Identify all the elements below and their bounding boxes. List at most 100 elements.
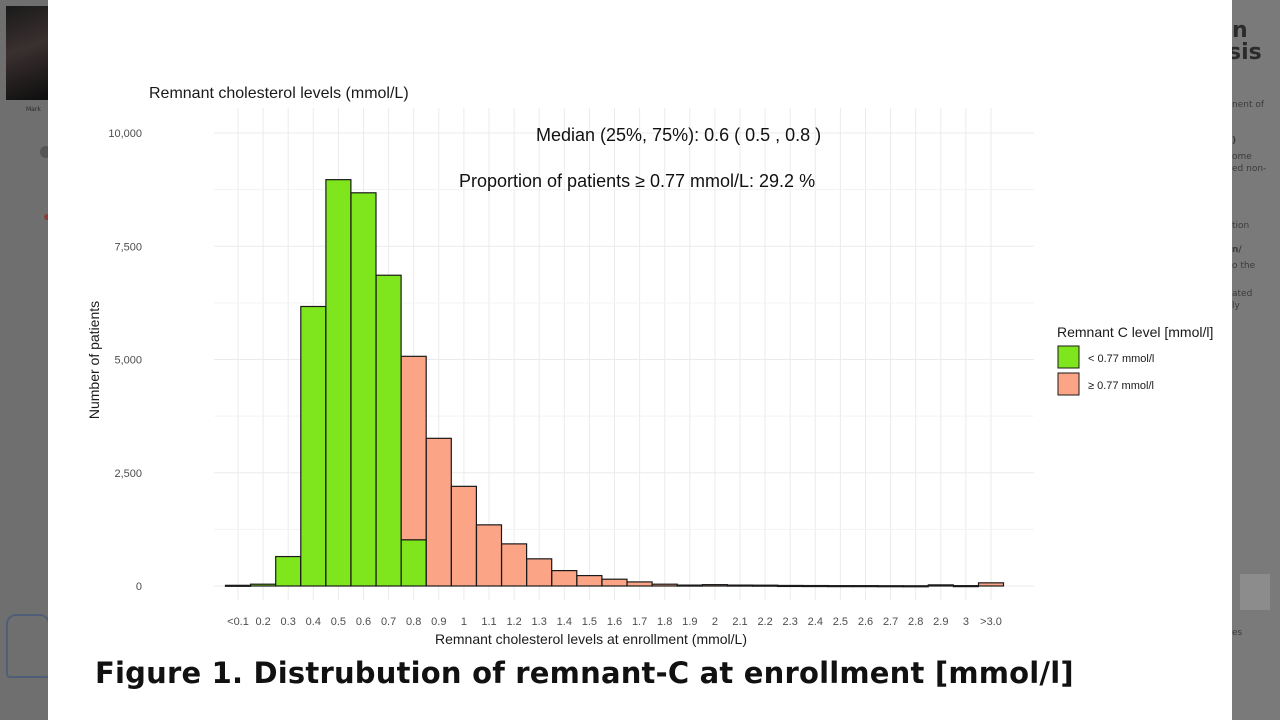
histogram-bar-high bbox=[827, 585, 854, 588]
y-axis-ticks: 0 2,500 5,000 7,500 10,000 bbox=[108, 128, 142, 593]
legend: Remnant C level [mmol/l] < 0.77 mmol/l ≥… bbox=[1057, 324, 1213, 396]
x-tick-label: 0.5 bbox=[331, 616, 346, 628]
background-slide-right: n sis nent of ) ome ed non- tion n/ o th… bbox=[1232, 0, 1280, 720]
background-bullet-icon bbox=[44, 214, 50, 220]
y-tick-label: 7,500 bbox=[114, 241, 142, 253]
background-text: o the bbox=[1232, 261, 1256, 271]
x-tick-label: 1.7 bbox=[632, 616, 647, 628]
histogram-bar-low bbox=[375, 274, 402, 587]
histogram-bar-high bbox=[701, 584, 729, 587]
x-tick-label: 2.5 bbox=[833, 616, 848, 628]
background-text: tion bbox=[1232, 221, 1250, 231]
slide-panel: 0 2,500 5,000 7,500 10,000 <0.1 0.2 0.3 0.4 0.5 0… bbox=[48, 0, 1232, 720]
x-axis-title: Remnant cholesterol levels at enrollment… bbox=[435, 631, 747, 647]
figure-caption: Figure 1. Distrubution of remnant-C at e… bbox=[95, 656, 1074, 690]
x-tick-label: 2.1 bbox=[732, 616, 747, 628]
histogram-bar-high bbox=[526, 558, 553, 587]
histogram-bar-high bbox=[952, 585, 980, 588]
x-tick-label: 0.9 bbox=[431, 616, 446, 628]
legend-title: Remnant C level [mmol/l] bbox=[1057, 324, 1213, 340]
legend-swatch-low bbox=[1057, 345, 1080, 369]
x-tick-label: 0.8 bbox=[406, 616, 421, 628]
x-axis-ticks: <0.1 0.2 0.3 0.4 0.5 0.6 0.7 0.8 0.9 1 1.1 1.2 1.3 1.… bbox=[227, 616, 1002, 628]
background-text: es bbox=[1232, 628, 1243, 638]
x-tick-label: 1.5 bbox=[582, 616, 597, 628]
background-text: n/ bbox=[1232, 245, 1242, 255]
background-title-line: sis bbox=[1232, 40, 1262, 65]
histogram-bar-high bbox=[802, 584, 829, 588]
histogram-bar-low bbox=[250, 583, 277, 587]
histogram-bar-high bbox=[400, 355, 427, 541]
histogram-bar-low bbox=[325, 179, 352, 587]
histogram-bar-high bbox=[626, 581, 653, 587]
x-tick-label: 0.2 bbox=[255, 616, 270, 628]
proportion-annotation: Proportion of patients ≥ 0.77 mmol/L: 29… bbox=[459, 171, 815, 191]
x-tick-label: >3.0 bbox=[980, 616, 1002, 628]
background-text: ed non- bbox=[1232, 164, 1267, 174]
background-text: ly bbox=[1232, 301, 1240, 311]
x-tick-label: 3 bbox=[963, 616, 969, 628]
histogram-bar-high bbox=[726, 584, 754, 587]
x-tick-label: 2 bbox=[712, 616, 718, 628]
histogram-bar-high bbox=[450, 485, 477, 587]
background-slide-left: Mark bbox=[0, 0, 52, 720]
histogram-bar-low bbox=[300, 305, 327, 587]
histogram-bar-low bbox=[224, 584, 252, 587]
median-annotation: Median (25%, 75%): 0.6 ( 0.5 , 0.8 ) bbox=[536, 125, 821, 145]
histogram-bar-high bbox=[927, 584, 954, 587]
x-tick-label: 1.8 bbox=[657, 616, 672, 628]
histogram-bar-high bbox=[425, 437, 452, 587]
histogram-bar-high bbox=[475, 524, 503, 587]
background-text: ome bbox=[1232, 152, 1252, 162]
histogram-bar-high bbox=[576, 574, 603, 587]
x-tick-label: 0.7 bbox=[381, 616, 396, 628]
y-tick-label: 10,000 bbox=[108, 128, 142, 140]
x-tick-label: 1.6 bbox=[607, 616, 622, 628]
histogram-bar-low bbox=[275, 555, 302, 587]
x-tick-label: 2.4 bbox=[808, 616, 823, 628]
x-tick-label: 1.3 bbox=[532, 616, 547, 628]
x-tick-label: 1.2 bbox=[506, 616, 521, 628]
x-tick-label: 0.6 bbox=[356, 616, 371, 628]
x-tick-label: 0.3 bbox=[281, 616, 296, 628]
histogram-bar-low bbox=[400, 539, 427, 587]
x-tick-label: 1.9 bbox=[682, 616, 697, 628]
x-tick-label: 2.3 bbox=[783, 616, 798, 628]
legend-swatch-high bbox=[1057, 372, 1080, 396]
histogram-bar-high bbox=[751, 584, 779, 587]
background-title-line: n bbox=[1232, 18, 1248, 43]
y-tick-label: 5,000 bbox=[114, 355, 142, 367]
chart-title: Remnant cholesterol levels (mmol/L) bbox=[149, 85, 409, 102]
x-tick-label: 2.7 bbox=[883, 616, 898, 628]
x-tick-label: 0.4 bbox=[306, 616, 321, 628]
legend-label-low: < 0.77 mmol/l bbox=[1088, 353, 1154, 365]
histogram-chart: 0 2,500 5,000 7,500 10,000 <0.1 0.2 0.3 0.4 0.5 0… bbox=[86, 85, 1213, 647]
x-tick-label: 2.6 bbox=[858, 616, 873, 628]
x-tick-label: 1.1 bbox=[481, 616, 496, 628]
background-text: ated bbox=[1232, 289, 1253, 299]
y-tick-label: 0 bbox=[136, 581, 142, 593]
background-text: nent of bbox=[1232, 100, 1265, 110]
histogram-bar-high bbox=[977, 582, 1005, 587]
background-box bbox=[1240, 574, 1270, 610]
legend-label-high: ≥ 0.77 mmol/l bbox=[1088, 380, 1154, 392]
x-tick-label: 2.2 bbox=[757, 616, 772, 628]
x-tick-label: 1 bbox=[461, 616, 467, 628]
x-tick-label: 2.9 bbox=[933, 616, 948, 628]
y-axis-title: Number of patients bbox=[86, 301, 102, 419]
background-text: ) bbox=[1232, 136, 1237, 146]
bars bbox=[224, 179, 1005, 588]
histogram-bar-high bbox=[877, 585, 904, 588]
x-tick-label: 2.8 bbox=[908, 616, 923, 628]
y-tick-label: 2,500 bbox=[114, 468, 142, 480]
histogram-bar-high bbox=[777, 584, 804, 588]
histogram-bar-high bbox=[501, 543, 528, 587]
speaker-caption: Mark bbox=[26, 106, 41, 113]
histogram-bar-high bbox=[651, 583, 678, 587]
x-tick-label: 1.4 bbox=[557, 616, 572, 628]
logo-icon bbox=[6, 614, 50, 678]
histogram-bar-low bbox=[350, 192, 377, 587]
histogram-bar-high bbox=[852, 585, 879, 588]
histogram-bar-high bbox=[676, 584, 703, 587]
histogram-bar-high bbox=[551, 569, 578, 587]
